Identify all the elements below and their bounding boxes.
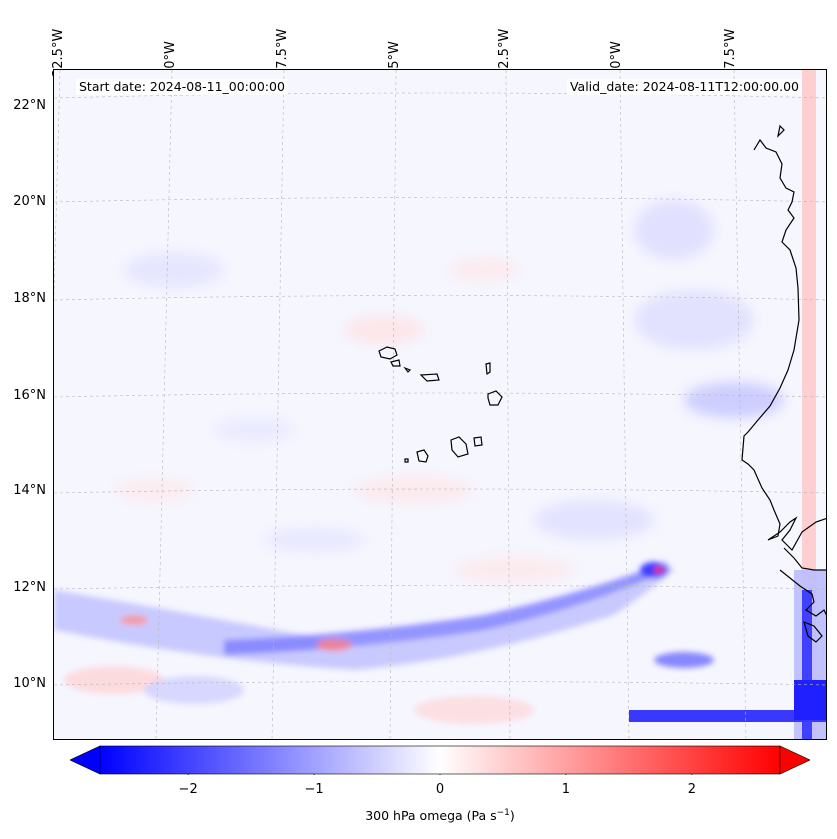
colorbar-tick-label: 2 xyxy=(687,782,696,797)
colorbar-gradient xyxy=(99,745,781,775)
lat-label: 16°N xyxy=(13,388,46,403)
omega-field-map xyxy=(54,70,826,739)
colorbar-tick-label: −2 xyxy=(178,782,198,797)
colorbar-tick-label: 1 xyxy=(561,782,571,797)
start-date-label: Start date: 2024-08-11_00:00:00 xyxy=(76,79,288,95)
valid-date-label: Valid_date: 2024-08-11T12:00:00.00 xyxy=(566,79,802,95)
lat-label: 14°N xyxy=(13,483,46,498)
boundary-blue-corner xyxy=(794,680,826,720)
colorbar-tick-label: 0 xyxy=(435,782,445,797)
lat-label: 18°N xyxy=(13,291,46,306)
cape-verde-islands xyxy=(378,346,503,463)
boundary-blue-bottom xyxy=(629,710,826,722)
african-coastline xyxy=(741,124,826,643)
colorbar-label: 300 hPa omega (Pa s−1) xyxy=(365,808,515,824)
lat-label: 10°N xyxy=(13,676,46,691)
map-panel xyxy=(53,69,827,740)
boundary-blue-strip xyxy=(802,590,812,739)
graticule xyxy=(54,70,826,739)
field-blobs xyxy=(114,200,784,584)
convective-band xyxy=(54,560,714,724)
colorbar xyxy=(70,745,810,775)
lat-label: 12°N xyxy=(13,580,46,595)
lat-label: 22°N xyxy=(13,98,46,113)
colorbar-high-extend xyxy=(779,745,810,775)
colorbar-tick-label: −1 xyxy=(304,782,324,797)
lat-label: 20°N xyxy=(13,194,46,209)
colorbar-low-extend xyxy=(70,745,101,775)
